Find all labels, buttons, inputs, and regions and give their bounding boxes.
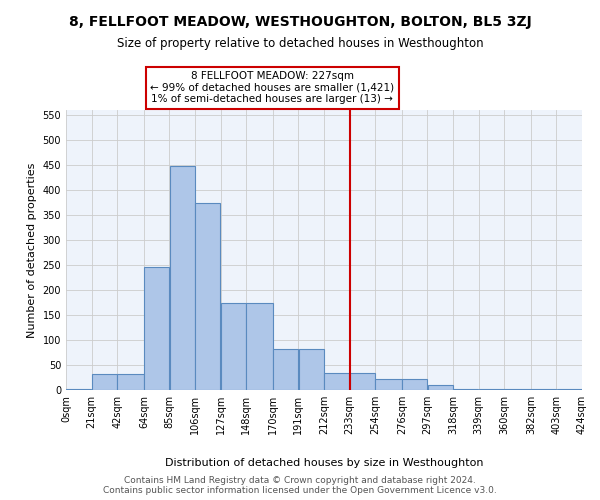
- Text: Size of property relative to detached houses in Westhoughton: Size of property relative to detached ho…: [116, 38, 484, 51]
- Bar: [350, 372, 375, 390]
- Bar: [299, 348, 324, 390]
- Text: Contains HM Land Registry data © Crown copyright and database right 2024.
Contai: Contains HM Land Registry data © Crown c…: [103, 476, 497, 495]
- Bar: [402, 379, 427, 390]
- Bar: [504, 388, 531, 390]
- Bar: [195, 202, 220, 390]
- Bar: [375, 379, 402, 390]
- Bar: [221, 302, 246, 390]
- Text: 8 FELLFOOT MEADOW: 227sqm
← 99% of detached houses are smaller (1,421)
1% of sem: 8 FELLFOOT MEADOW: 227sqm ← 99% of detac…: [150, 71, 394, 104]
- Bar: [117, 374, 144, 390]
- Bar: [144, 266, 169, 390]
- Bar: [453, 388, 478, 390]
- Bar: [557, 388, 582, 390]
- Text: 8, FELLFOOT MEADOW, WESTHOUGHTON, BOLTON, BL5 3ZJ: 8, FELLFOOT MEADOW, WESTHOUGHTON, BOLTON…: [68, 15, 532, 29]
- Bar: [428, 385, 453, 390]
- Bar: [479, 388, 504, 390]
- Bar: [92, 374, 117, 390]
- Bar: [170, 166, 195, 390]
- Y-axis label: Number of detached properties: Number of detached properties: [27, 162, 37, 338]
- Bar: [324, 372, 349, 390]
- Text: Distribution of detached houses by size in Westhoughton: Distribution of detached houses by size …: [165, 458, 483, 468]
- Bar: [66, 388, 91, 390]
- Bar: [246, 302, 273, 390]
- Bar: [273, 348, 298, 390]
- Bar: [531, 388, 556, 390]
